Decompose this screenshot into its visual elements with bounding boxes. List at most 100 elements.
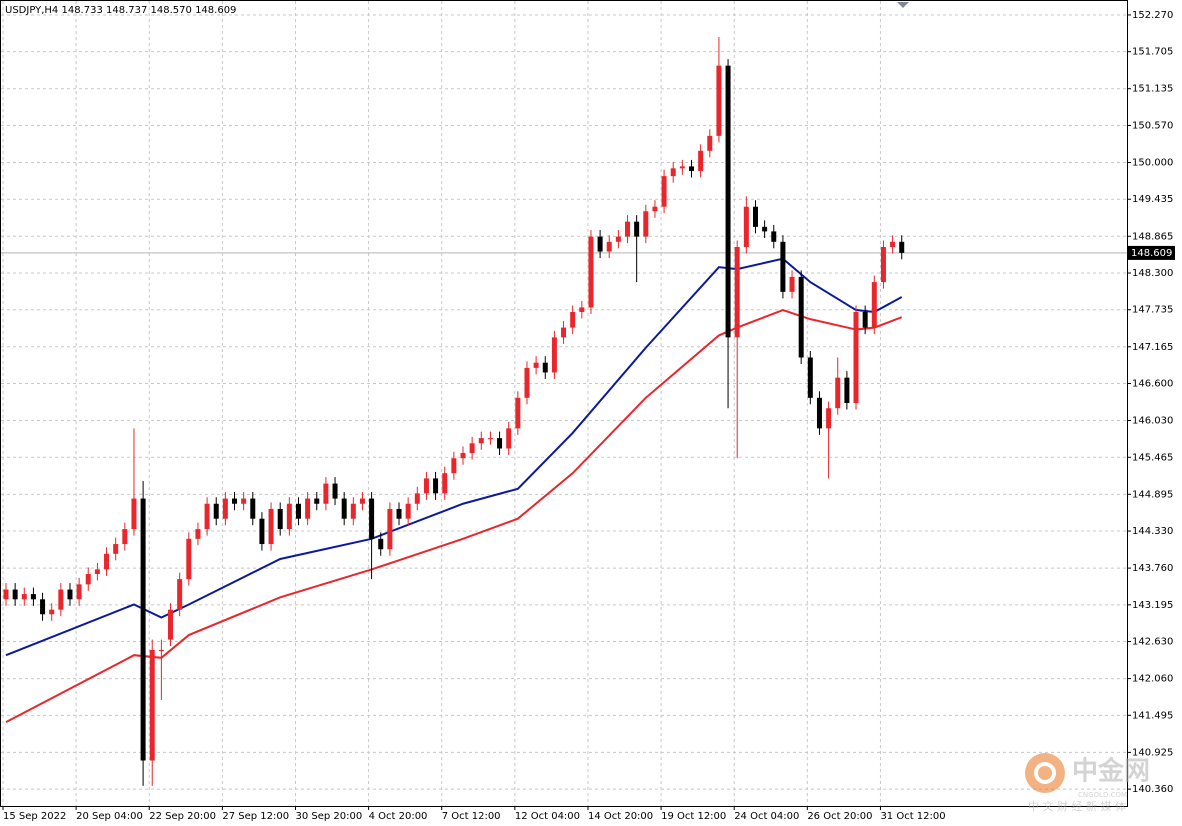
- candle-body: [204, 503, 210, 530]
- candle-body: [689, 166, 694, 171]
- candle-body: [698, 150, 704, 171]
- candle-body: [149, 650, 155, 761]
- y-tick-label: 140.925: [1132, 747, 1173, 758]
- y-tick-label: 148.865: [1132, 231, 1173, 242]
- y-tick-label: 147.735: [1132, 305, 1173, 316]
- candle-body: [798, 276, 804, 358]
- candle-body: [588, 236, 594, 308]
- watermark-slogan: 中 文 财 经 新 媒 体: [1028, 799, 1126, 813]
- candle-body: [597, 236, 603, 252]
- y-tick-label: 147.165: [1132, 342, 1173, 353]
- x-tick-label: 14 Oct 20:00: [588, 811, 653, 822]
- watermark-site: CNGOLD.COM: [1078, 791, 1127, 799]
- y-tick-label: 151.135: [1132, 84, 1173, 95]
- candle-body: [899, 241, 905, 253]
- candle-body: [423, 478, 429, 494]
- candle-body: [679, 166, 685, 169]
- candle-body: [350, 503, 356, 519]
- y-tick-label: 143.760: [1132, 563, 1173, 574]
- candle-body: [259, 518, 265, 545]
- x-tick-label: 4 Oct 20:00: [369, 811, 428, 822]
- candle-body: [743, 206, 749, 247]
- y-tick-label: 150.000: [1132, 158, 1173, 169]
- candle-body: [341, 498, 347, 519]
- candle-body: [561, 327, 567, 338]
- candle-body: [12, 589, 18, 600]
- x-tick-label: 26 Oct 20:00: [807, 811, 872, 822]
- candle-body: [94, 569, 100, 574]
- candle-body: [268, 508, 274, 545]
- candle-body: [396, 508, 402, 519]
- candle-body: [615, 236, 621, 242]
- x-tick-label: 19 Oct 12:00: [661, 811, 726, 822]
- x-tick-label: 20 Sep 04:00: [76, 811, 143, 822]
- candle-body: [816, 397, 822, 429]
- candle-body: [826, 408, 832, 429]
- candle-body: [725, 65, 731, 338]
- candle-body: [387, 508, 393, 550]
- watermark-logo-mark: [1034, 762, 1056, 784]
- chart-title: USDJPY,H4 148.733 148.737 148.570 148.60…: [5, 5, 236, 16]
- candle-body: [305, 498, 311, 519]
- candle-body: [113, 544, 119, 554]
- candle-body: [533, 362, 539, 368]
- candle-body: [478, 438, 484, 444]
- last-price-box: [1127, 245, 1175, 260]
- candle-body: [542, 362, 548, 373]
- candle-body: [524, 367, 530, 398]
- candle-body: [405, 503, 411, 519]
- candle-body: [286, 503, 292, 530]
- y-tick-label: 145.465: [1132, 452, 1173, 463]
- candle-body: [158, 650, 164, 651]
- candle-body: [3, 589, 9, 600]
- y-tick-label: 151.705: [1132, 47, 1173, 58]
- candle-body: [551, 337, 557, 373]
- watermark-logo: [1025, 753, 1065, 793]
- candle-body: [378, 538, 384, 550]
- candle-body: [323, 483, 329, 504]
- candle-body: [76, 584, 82, 600]
- x-tick-label: 31 Oct 12:00: [880, 811, 945, 822]
- candle-body: [213, 503, 219, 519]
- candle-body: [606, 241, 612, 252]
- candle-body: [871, 282, 877, 328]
- y-tick-label: 150.570: [1132, 120, 1173, 131]
- candle-body: [880, 247, 886, 283]
- candle-body: [85, 573, 91, 585]
- candle-body: [835, 377, 841, 409]
- candle-body: [168, 609, 174, 640]
- candle-body: [277, 508, 283, 530]
- candle-body: [707, 135, 713, 151]
- x-tick-label: 22 Sep 20:00: [149, 811, 216, 822]
- candle-body: [734, 247, 740, 338]
- candle-body: [497, 438, 503, 449]
- last-price-label: 148.609: [1131, 248, 1172, 259]
- candle-body: [21, 594, 27, 600]
- candle-body: [890, 241, 896, 247]
- candle-body: [67, 589, 73, 600]
- candle-body: [716, 65, 722, 136]
- candle-body: [625, 221, 631, 237]
- candle-body: [314, 498, 320, 504]
- x-tick-label: 24 Oct 04:00: [734, 811, 799, 822]
- candle-body: [460, 453, 466, 459]
- x-tick-label: 15 Sep 2022: [3, 811, 66, 822]
- candle-body: [634, 221, 640, 237]
- plot-border: [0, 0, 1128, 807]
- candle-body: [30, 594, 36, 600]
- y-tick-label: 144.895: [1132, 489, 1173, 500]
- y-tick-label: 152.270: [1132, 10, 1173, 21]
- candle-body: [762, 226, 768, 232]
- shift-marker: [897, 2, 909, 8]
- watermark-brand: 中金网: [1072, 756, 1150, 787]
- candle-body: [579, 307, 585, 312]
- candle-body: [49, 609, 55, 615]
- candle-body: [752, 206, 758, 227]
- y-tick-label: 142.060: [1132, 674, 1173, 685]
- x-tick-label: 12 Oct 04:00: [515, 811, 580, 822]
- candle-body: [433, 478, 439, 494]
- candle-body: [469, 443, 475, 454]
- candle-body: [195, 529, 201, 539]
